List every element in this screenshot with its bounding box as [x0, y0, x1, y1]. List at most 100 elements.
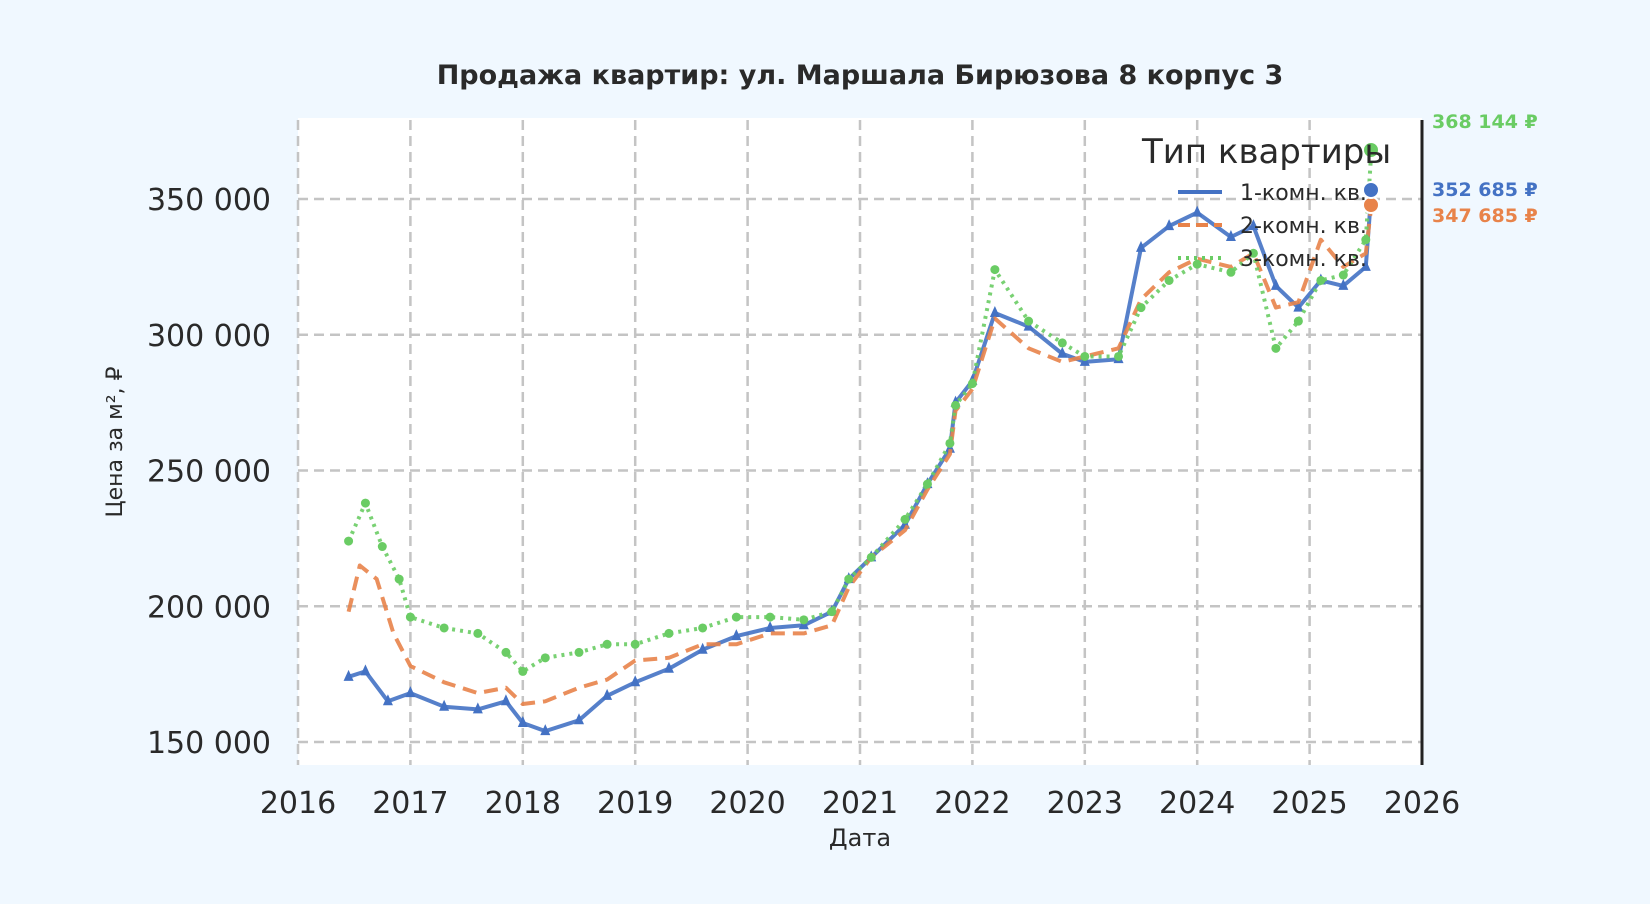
data-point [731, 629, 742, 641]
x-tick-label: 2019 [597, 786, 673, 821]
end-value-label: 352 685 ₽ [1432, 179, 1538, 201]
data-point [664, 628, 674, 638]
data-point [1057, 346, 1068, 358]
legend-title: Тип квартиры [1141, 132, 1391, 172]
legend-label: 3-комн. кв. [1240, 247, 1367, 272]
series-line-3 [346, 149, 1374, 674]
chart-title: Продажа квартир: ул. Маршала Бирюзова 8 … [437, 60, 1284, 91]
data-point [1057, 338, 1067, 348]
data-point [1271, 343, 1281, 353]
data-point [1164, 275, 1174, 285]
x-tick-label: 2017 [372, 786, 448, 821]
end-marker [1362, 181, 1380, 199]
data-point [990, 265, 1000, 275]
data-point [1361, 235, 1371, 245]
data-point [1338, 270, 1348, 280]
data-point [1080, 351, 1090, 361]
data-point [967, 379, 977, 389]
data-point [900, 514, 910, 524]
x-tick-label: 2018 [485, 786, 561, 821]
data-point [698, 623, 708, 633]
data-point [1225, 230, 1236, 242]
data-point [382, 694, 393, 706]
end-value-label: 368 144 ₽ [1432, 111, 1538, 133]
y-axis-label: Цена за м², ₽ [103, 366, 128, 517]
data-point [518, 666, 528, 676]
legend-label: 1-комн. кв. [1240, 181, 1367, 206]
data-point [517, 715, 528, 727]
data-point [1192, 205, 1203, 217]
data-point [439, 699, 450, 711]
data-point [377, 542, 387, 552]
x-tick-label: 2023 [1047, 786, 1123, 821]
data-point [540, 724, 551, 736]
data-point [951, 400, 961, 410]
y-tick-label: 250 000 [147, 455, 271, 490]
data-point [602, 639, 612, 649]
data-point [989, 306, 1000, 318]
legend-label: 2-комн. кв. [1240, 214, 1367, 239]
data-point [1316, 275, 1326, 285]
data-point [866, 552, 876, 562]
x-tick-label: 2016 [260, 786, 336, 821]
x-tick-label: 2021 [822, 786, 898, 821]
data-point [405, 686, 416, 698]
data-point [765, 612, 775, 622]
x-tick-label: 2025 [1271, 786, 1347, 821]
data-point [439, 623, 449, 633]
data-point [574, 713, 584, 725]
data-point [765, 620, 776, 632]
legend: Тип квартиры 1-комн. кв. 2-комн. кв. 3-ком… [1141, 132, 1391, 272]
x-tick-label: 2024 [1159, 786, 1235, 821]
data-point [922, 479, 932, 489]
data-point [1270, 278, 1281, 290]
data-point [731, 612, 741, 622]
data-point [394, 574, 404, 584]
data-point [663, 661, 674, 673]
data-point [1136, 303, 1146, 313]
data-point [501, 647, 511, 657]
x-tick-label: 2020 [709, 786, 785, 821]
end-labels: 347 685 ₽ 352 685 ₽ 368 144 ₽ [1362, 111, 1538, 227]
data-point [405, 612, 415, 622]
data-point [1360, 259, 1371, 271]
data-point [1192, 259, 1202, 269]
data-point [1248, 219, 1259, 231]
x-tick-label: 2022 [934, 786, 1010, 821]
data-point [697, 642, 708, 654]
data-point [844, 574, 854, 584]
series-line-2 [346, 205, 1374, 706]
data-point [1114, 351, 1124, 361]
data-point [344, 536, 354, 546]
data-point [343, 669, 354, 681]
data-point [540, 653, 550, 663]
data-point [799, 615, 809, 625]
end-value-label: 347 685 ₽ [1432, 205, 1538, 227]
data-point [472, 702, 483, 714]
data-point [827, 607, 837, 617]
data-point [1164, 219, 1175, 231]
series-layer [343, 145, 1377, 736]
data-point [1136, 240, 1146, 252]
y-tick-label: 350 000 [147, 183, 271, 218]
data-point [630, 675, 641, 687]
y-tick-label: 150 000 [147, 726, 271, 761]
data-point [574, 647, 584, 657]
data-point [602, 688, 613, 700]
data-point [630, 639, 640, 649]
x-axis-label: Дата [829, 824, 891, 852]
y-tick-label: 200 000 [147, 590, 271, 625]
data-point [500, 694, 511, 706]
data-point [1024, 316, 1034, 326]
data-point [1293, 300, 1304, 312]
data-point [360, 664, 371, 676]
data-point [473, 628, 483, 638]
y-tick-label: 300 000 [147, 319, 271, 354]
data-point [360, 498, 370, 508]
data-point [1226, 267, 1236, 277]
ticks: 2016 2017 2018 2019 2020 2021 2022 2023 2024 2025… [147, 183, 1460, 821]
end-marker [1362, 141, 1380, 159]
data-point [1248, 248, 1258, 258]
data-point [945, 438, 955, 448]
